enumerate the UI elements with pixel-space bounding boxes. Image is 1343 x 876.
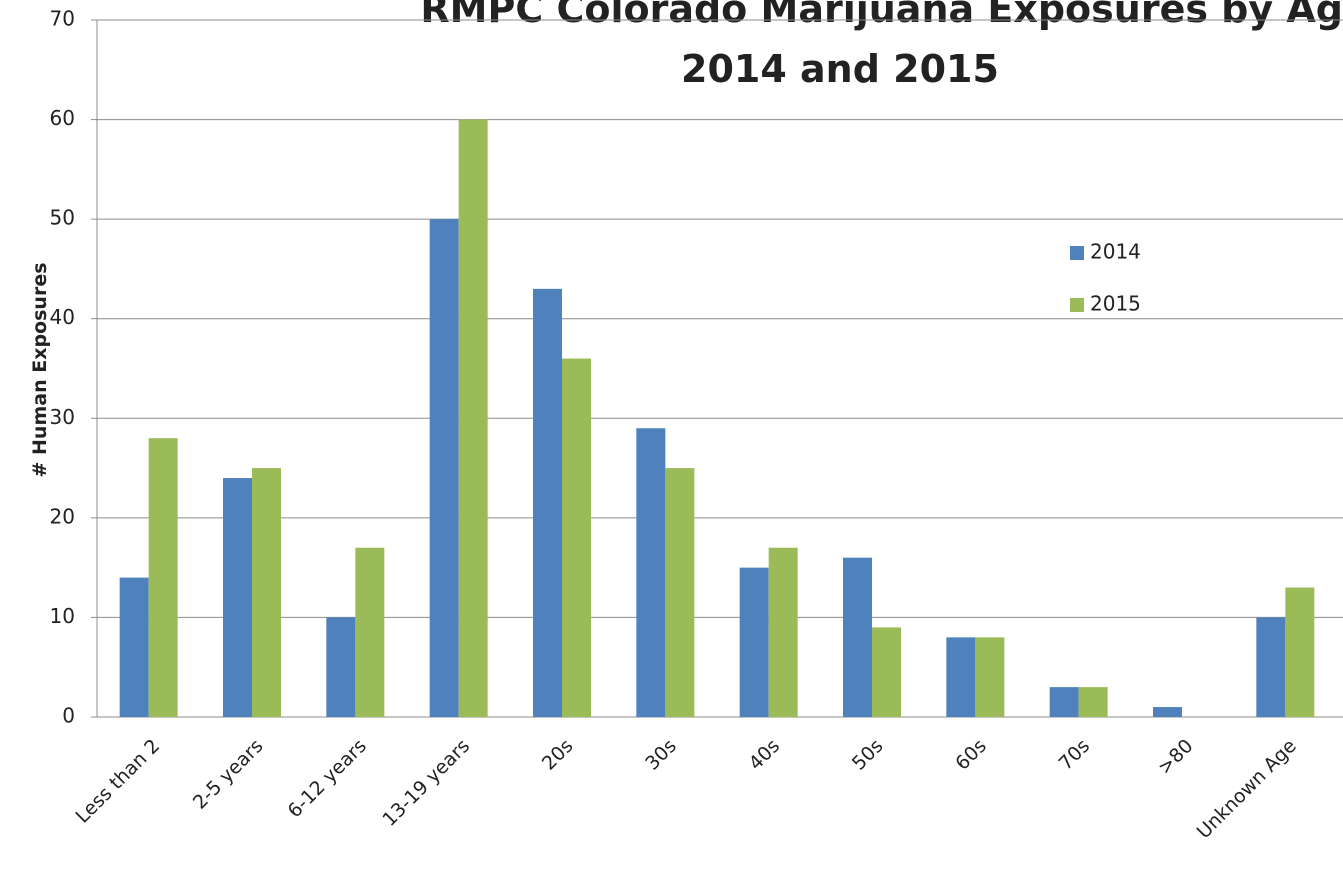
bar (119, 577, 149, 717)
y-tick-label: 50 (50, 206, 75, 230)
bar (458, 119, 488, 718)
y-tick-label: 60 (50, 106, 75, 130)
y-axis-label: # Human Exposures (29, 262, 51, 477)
x-tick-label: 13-19 years (378, 735, 474, 831)
x-tick-label: Unknown Age (1193, 735, 1301, 843)
legend-swatch (1070, 246, 1084, 260)
bar (975, 637, 1005, 717)
bar (148, 438, 178, 717)
y-tick-label: 10 (50, 604, 75, 628)
y-tick-label: 20 (50, 504, 75, 528)
x-tick-label: 70s (1055, 735, 1095, 775)
x-tick-label: 2-5 years (189, 735, 268, 814)
bar (355, 547, 385, 717)
bar (1153, 707, 1182, 717)
bar (843, 557, 872, 717)
x-tick-label: 6-12 years (284, 735, 371, 822)
bar (223, 478, 252, 717)
legend-label: 2014 (1090, 240, 1141, 264)
bar (533, 288, 562, 717)
bar (946, 637, 976, 717)
bar (562, 358, 591, 717)
y-tick-label: 30 (50, 405, 75, 429)
bar (1078, 687, 1108, 717)
bar (636, 428, 666, 717)
x-tick-label: 20s (538, 735, 578, 775)
y-tick-label: 70 (50, 7, 75, 31)
y-tick-label: 0 (62, 704, 75, 728)
bar (768, 547, 798, 717)
x-tick-label: 30s (641, 735, 681, 775)
bar (1256, 617, 1286, 717)
chart-title: RMPC Colorado Marijuana Exposures by Ag (420, 0, 1343, 31)
bar (872, 627, 901, 717)
bar (252, 468, 281, 717)
x-tick-label: >80 (1154, 735, 1198, 779)
bar (1285, 587, 1315, 717)
x-tick-label: 40s (745, 735, 785, 775)
x-tick-label: 60s (951, 735, 991, 775)
bar (739, 567, 769, 717)
bar (665, 468, 695, 717)
x-tick-label: Less than 2 (72, 735, 165, 828)
bar (429, 219, 459, 717)
bar (326, 617, 356, 717)
legend-swatch (1070, 298, 1084, 312)
bar (1049, 687, 1079, 717)
chart-subtitle: 2014 and 2015 (681, 47, 999, 91)
x-tick-label: 50s (848, 735, 888, 775)
legend-label: 2015 (1090, 292, 1141, 316)
y-tick-label: 40 (50, 305, 75, 329)
